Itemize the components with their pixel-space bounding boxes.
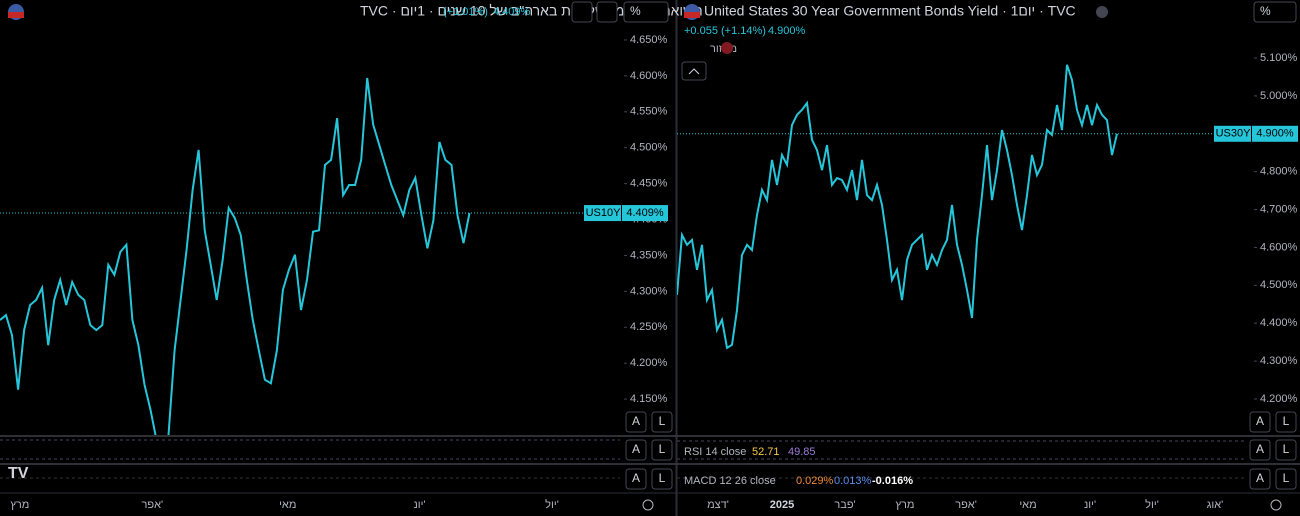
y-tick-label: 4.200% bbox=[1260, 393, 1298, 405]
y-tick-label: 4.600% bbox=[1260, 241, 1298, 253]
percent-button[interactable] bbox=[623, 1, 669, 23]
symbol-tag-label: US30Y bbox=[1216, 128, 1252, 140]
x-tick-label: יונ' bbox=[1084, 499, 1096, 511]
settings-icon[interactable] bbox=[642, 499, 654, 511]
settings-icon[interactable] bbox=[1270, 499, 1282, 511]
scale-button-label: A bbox=[1256, 442, 1264, 456]
percent-button[interactable] bbox=[1253, 1, 1297, 23]
indicator-reading: 0.013% bbox=[834, 475, 872, 487]
warning-icon[interactable] bbox=[721, 42, 733, 54]
y-tick-label: 4.250% bbox=[630, 321, 668, 333]
scale-button[interactable] bbox=[1275, 439, 1297, 461]
symbol-tag bbox=[1214, 125, 1251, 142]
change: +0.055 (+1.14%) bbox=[684, 25, 766, 37]
scale-button-label: A bbox=[1256, 471, 1264, 485]
scale-button[interactable] bbox=[651, 439, 673, 461]
price-tag bbox=[1252, 125, 1298, 142]
scale-button[interactable] bbox=[1249, 439, 1271, 461]
scale-button[interactable] bbox=[1275, 468, 1297, 490]
x-tick-label: 2025 bbox=[770, 499, 794, 511]
y-tick-label: 4.150% bbox=[630, 393, 668, 405]
scale-button-label: L bbox=[1283, 414, 1290, 428]
scale-button-label: L bbox=[659, 414, 666, 428]
scale-button[interactable] bbox=[1249, 468, 1271, 490]
indicator-reading: 52.71 bbox=[752, 446, 780, 458]
x-tick-label: מאי bbox=[1019, 499, 1036, 511]
symbol-tag-label: US10Y bbox=[586, 207, 622, 219]
scale-button[interactable] bbox=[625, 468, 647, 490]
scale-button[interactable] bbox=[625, 439, 647, 461]
flag-icon bbox=[8, 12, 24, 18]
x-tick-label: מרץ bbox=[10, 499, 29, 511]
price-tag-label: 4.900% bbox=[1256, 128, 1294, 140]
y-tick-label: 4.550% bbox=[630, 106, 668, 118]
y-tick-label: 4.600% bbox=[630, 70, 668, 82]
x-tick-label: מרץ bbox=[896, 499, 915, 511]
y-tick-label: 4.800% bbox=[1260, 166, 1298, 178]
indicator-reading: 49.85 bbox=[788, 446, 816, 458]
price-tag bbox=[622, 205, 668, 222]
y-tick-label: 5.000% bbox=[1260, 90, 1298, 102]
scale-button[interactable] bbox=[1249, 411, 1271, 433]
y-tick-label: 4.200% bbox=[630, 357, 668, 369]
scale-button-label: A bbox=[632, 414, 640, 428]
collapse-icon bbox=[688, 68, 700, 75]
indicator-reading: -0.016% bbox=[872, 475, 913, 487]
y-tick-label: 4.300% bbox=[1260, 355, 1298, 367]
y-tick-label: 4.650% bbox=[630, 34, 668, 46]
price-line bbox=[0, 77, 471, 435]
x-tick-label: דצמ' bbox=[707, 499, 729, 511]
y-tick-label: 4.700% bbox=[1260, 203, 1298, 215]
y-tick-label: 4.300% bbox=[630, 285, 668, 297]
x-tick-label: יול' bbox=[545, 498, 559, 511]
scale-button-label: L bbox=[659, 442, 666, 456]
x-tick-label: פבר' bbox=[834, 499, 855, 511]
y-tick-label: 4.350% bbox=[630, 249, 668, 261]
scale-button-label: L bbox=[1283, 471, 1290, 485]
y-tick-label: 5.100% bbox=[1260, 52, 1298, 64]
x-tick-label: מאי bbox=[279, 499, 296, 511]
price-tag-label: 4.409% bbox=[626, 207, 664, 219]
scale-button[interactable] bbox=[1275, 411, 1297, 433]
y-tick-label: 4.500% bbox=[1260, 279, 1298, 291]
scale-button-label: A bbox=[632, 471, 640, 485]
indicator-name: RSI 14 close bbox=[684, 446, 746, 458]
collapse-button[interactable] bbox=[681, 61, 707, 81]
last-price: 4.409% bbox=[493, 6, 531, 18]
scale-button[interactable] bbox=[651, 468, 673, 490]
x-tick-label: אוג' bbox=[1207, 499, 1224, 511]
scale-button-label: L bbox=[1283, 442, 1290, 456]
scale-button-label: A bbox=[1256, 414, 1264, 428]
hide-button[interactable] bbox=[1096, 6, 1108, 18]
scale-button-label: A bbox=[632, 442, 640, 456]
chart-title: United States 30 Year Government Bonds Y… bbox=[704, 3, 1076, 19]
separators bbox=[0, 435, 1300, 494]
indicator-name: MACD 12 26 close bbox=[684, 475, 776, 487]
percent-label: % bbox=[630, 4, 641, 18]
logo: TV bbox=[8, 465, 29, 482]
y-tick-label: 4.400% bbox=[1260, 317, 1298, 329]
last-price: 4.900% bbox=[768, 25, 806, 37]
y-tick-label: 4.500% bbox=[630, 142, 668, 154]
scale-button[interactable] bbox=[651, 411, 673, 433]
scroll-button[interactable] bbox=[571, 1, 593, 23]
change: (+1.01%) bbox=[443, 6, 488, 18]
x-tick-label: אפר' bbox=[955, 499, 977, 511]
x-tick-label: אפר' bbox=[141, 499, 163, 511]
symbol-tag bbox=[584, 205, 621, 222]
indicator-reading: 0.029% bbox=[796, 475, 834, 487]
x-tick-label: יונ' bbox=[413, 499, 425, 511]
flag-icon bbox=[684, 12, 700, 18]
indicator-bands bbox=[0, 439, 1245, 479]
y-tick-label: 4.450% bbox=[630, 178, 668, 190]
scale-button-label: L bbox=[659, 471, 666, 485]
percent-label: % bbox=[1260, 4, 1271, 18]
fullscreen-button[interactable] bbox=[596, 1, 618, 23]
x-tick-label: יול' bbox=[1145, 498, 1159, 511]
scale-button[interactable] bbox=[625, 411, 647, 433]
price-line bbox=[677, 64, 1118, 350]
